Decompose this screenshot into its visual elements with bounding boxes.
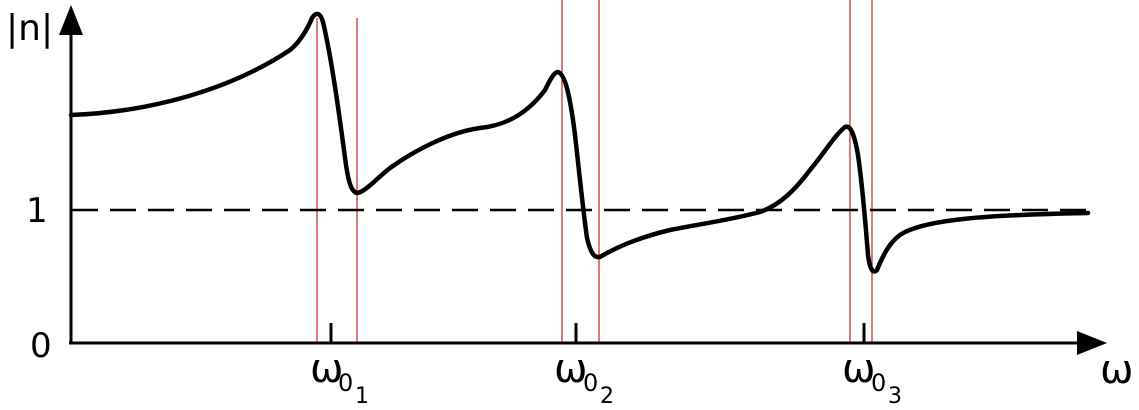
x-tick-3-subsub: 3	[888, 384, 902, 409]
x-tick-3-base: ω	[842, 346, 876, 392]
refractive-index-curve	[68, 11, 1091, 274]
x-tick-marks	[329, 323, 866, 343]
y-tick-label-0: 0	[30, 326, 52, 366]
x-tick-2-sub: 0	[583, 369, 598, 397]
x-tick-3-sub: 0	[871, 369, 886, 397]
y-axis-label: |n|	[6, 8, 53, 49]
y-tick-label-1: 1	[26, 191, 48, 231]
x-tick-label-omega-02: ω 0 2	[554, 346, 614, 409]
x-tick-label-omega-03: ω 0 3	[842, 346, 902, 409]
x-tick-2-subsub: 2	[600, 384, 614, 409]
x-tick-label-omega-01: ω 0 1	[310, 346, 369, 409]
x-tick-1-sub: 0	[338, 369, 353, 397]
x-tick-1-subsub: 1	[355, 384, 369, 409]
x-axis-label: ω	[1100, 347, 1134, 393]
resonance-marker-lines	[316, 0, 873, 343]
x-tick-1-base: ω	[310, 346, 344, 392]
x-tick-2-base: ω	[554, 346, 588, 392]
